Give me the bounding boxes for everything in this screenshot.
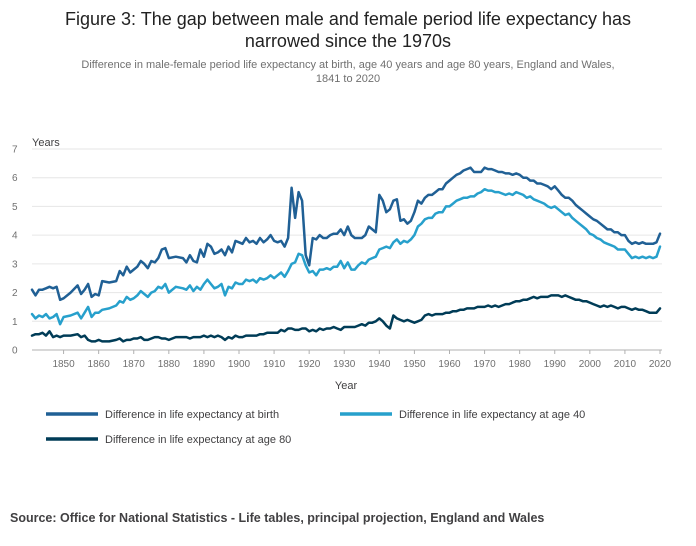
series-line-3 [30,294,662,343]
x-axis-title: Year [335,380,358,392]
y-tick-label-3: 3 [12,259,18,270]
legend-label-2: Difference in life expectancy at age 40 [399,409,585,421]
x-tick-label-1870: 1870 [123,359,146,370]
gridlines [32,148,662,322]
legend-label-1: Difference in life expectancy at birth [105,409,279,421]
x-tick-label-1930: 1930 [333,359,356,370]
y-tick-label-2: 2 [12,288,18,299]
x-tick-label-2020: 2020 [649,359,672,370]
x-tick-label-1960: 1960 [438,359,461,370]
line-chart: 0 1 2 3 4 5 6 7 1850 1860 1870 1880 1890 1900 1910 192… [12,137,672,446]
x-tick-label-1990: 1990 [544,359,567,370]
x-tick-label-1880: 1880 [158,359,181,370]
legend-label-3: Difference in life expectancy at age 80 [105,434,291,446]
legend: Difference in life expectancy at birth Di… [46,409,585,446]
x-tick-label-1970: 1970 [473,359,496,370]
chart-title: Figure 3: The gap between male and femal… [0,8,696,52]
x-tick-label-1980: 1980 [509,359,532,370]
x-tick-label-1920: 1920 [298,359,321,370]
x-tick-label-2000: 2000 [579,359,602,370]
y-tick-label-4: 4 [12,231,18,242]
chart-subtitle-line-2: 1841 to 2020 [315,73,381,85]
source-note: Source: Office for National Statistics -… [10,511,545,525]
x-tick-label-1910: 1910 [263,359,286,370]
series-line-2 [30,187,662,326]
series-lines [30,166,662,343]
y-tick-label-7: 7 [12,145,18,156]
chart-subtitle-line-1: Difference in male-female period life ex… [81,59,615,71]
chart-title-line-2: narrowed since the 1970s [244,31,452,51]
chart-title-line-1: Figure 3: The gap between male and femal… [64,9,631,29]
y-tick-label-6: 6 [12,173,18,184]
x-tick-label-1900: 1900 [228,359,251,370]
x-axis-ticks: 1850 1860 1870 1880 1890 1900 1910 1920 1930 1940… [52,350,672,370]
chart-subtitle: Difference in male-female period life ex… [0,58,696,86]
y-axis-ticks: 0 1 2 3 4 5 6 7 [12,145,18,357]
x-tick-label-1950: 1950 [403,359,426,370]
x-tick-label-1940: 1940 [368,359,391,370]
x-tick-label-2010: 2010 [614,359,637,370]
y-tick-label-5: 5 [12,202,18,213]
x-tick-label-1860: 1860 [88,359,111,370]
y-tick-label-1: 1 [12,317,18,328]
y-axis-title: Years [32,137,60,149]
x-tick-label-1890: 1890 [193,359,216,370]
x-tick-label-1850: 1850 [52,359,75,370]
series-line-1 [30,166,662,302]
y-tick-label-0: 0 [12,346,18,357]
